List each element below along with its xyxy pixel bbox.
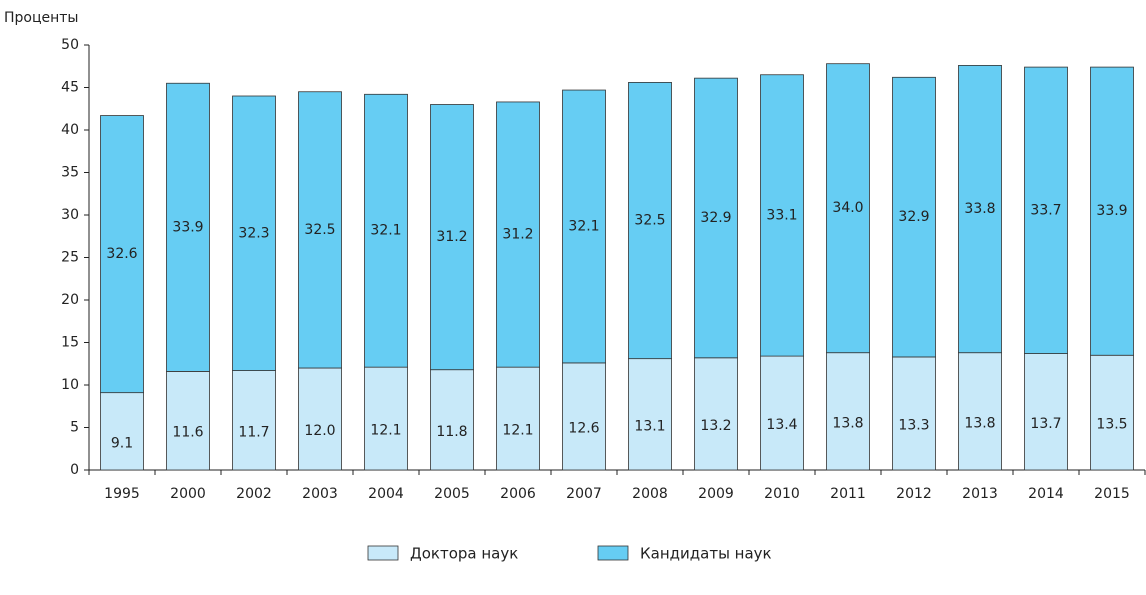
bar-segment xyxy=(892,356,936,471)
value-label: 33.1 xyxy=(766,207,797,223)
value-label: 9.1 xyxy=(111,435,133,451)
bar-segment xyxy=(232,95,276,371)
x-tick-label: 2004 xyxy=(368,486,404,502)
bar-segment xyxy=(166,370,210,471)
y-tick-label: 40 xyxy=(61,122,79,138)
value-label: 32.1 xyxy=(568,218,599,234)
value-label: 12.6 xyxy=(568,420,599,436)
x-tick-label: 2008 xyxy=(632,486,668,502)
x-tick-label: 2002 xyxy=(236,486,272,502)
value-label: 32.9 xyxy=(898,209,929,225)
x-tick-label: 1995 xyxy=(104,486,140,502)
value-label: 13.1 xyxy=(634,418,665,434)
x-tick-label: 2009 xyxy=(698,486,734,502)
x-tick-label: 2010 xyxy=(764,486,800,502)
x-tick-label: 2007 xyxy=(566,486,602,502)
bar-segment xyxy=(1090,66,1134,356)
bar-segment xyxy=(496,101,540,368)
value-label: 32.3 xyxy=(238,225,269,241)
x-tick-label: 2011 xyxy=(830,486,866,502)
bar-segment xyxy=(958,65,1002,354)
y-tick-label: 0 xyxy=(70,462,79,478)
value-label: 11.6 xyxy=(172,425,203,441)
bar-segment xyxy=(232,370,276,471)
value-label: 13.5 xyxy=(1096,417,1127,433)
value-label: 12.1 xyxy=(370,423,401,439)
bar-segment xyxy=(826,352,870,471)
value-label: 32.5 xyxy=(634,213,665,229)
value-label: 31.2 xyxy=(502,227,533,243)
bar-segment xyxy=(694,357,738,471)
value-label: 32.5 xyxy=(304,222,335,238)
value-label: 12.1 xyxy=(502,423,533,439)
value-label: 32.6 xyxy=(106,246,137,262)
value-label: 33.9 xyxy=(1096,203,1127,219)
bar-segment xyxy=(430,104,474,371)
bar-segment xyxy=(166,82,210,372)
bar-segment xyxy=(430,369,474,471)
bar-segment xyxy=(628,358,672,471)
value-label: 33.7 xyxy=(1030,202,1061,218)
x-tick-label: 2000 xyxy=(170,486,206,502)
value-label: 13.7 xyxy=(1030,416,1061,432)
y-tick-label: 30 xyxy=(61,207,79,223)
bar-segment xyxy=(1024,353,1068,471)
value-label: 13.8 xyxy=(964,415,995,431)
bar-segment xyxy=(100,115,144,394)
x-tick-label: 2006 xyxy=(500,486,536,502)
bar-segment xyxy=(892,76,936,358)
x-tick-label: 2013 xyxy=(962,486,998,502)
x-tick-label: 2014 xyxy=(1028,486,1064,502)
bar-segment xyxy=(694,77,738,359)
y-tick-label: 45 xyxy=(61,80,79,96)
bar-segment xyxy=(562,362,606,471)
value-label: 34.0 xyxy=(832,200,863,216)
value-label: 13.3 xyxy=(898,417,929,433)
bar-segment xyxy=(298,367,342,471)
bar-segment xyxy=(760,74,804,357)
bar-segment xyxy=(364,366,408,471)
y-axis-label: Проценты xyxy=(4,10,78,26)
bar-segment xyxy=(364,93,408,368)
y-tick-label: 35 xyxy=(61,165,79,181)
value-label: 11.8 xyxy=(436,424,467,440)
value-label: 32.9 xyxy=(700,210,731,226)
bar-segment xyxy=(562,89,606,364)
legend-swatch xyxy=(597,545,629,561)
value-label: 12.0 xyxy=(304,423,335,439)
x-tick-label: 2003 xyxy=(302,486,338,502)
y-tick-label: 15 xyxy=(61,335,79,351)
bar-segment xyxy=(1090,354,1134,471)
y-tick-label: 20 xyxy=(61,292,79,308)
value-label: 31.2 xyxy=(436,229,467,245)
x-tick-label: 2015 xyxy=(1094,486,1130,502)
value-label: 13.8 xyxy=(832,415,863,431)
legend-label: Доктора наук xyxy=(410,545,518,563)
value-label: 11.7 xyxy=(238,424,269,440)
x-tick-label: 2005 xyxy=(434,486,470,502)
bar-segment xyxy=(628,82,672,360)
bar-segment xyxy=(1024,66,1068,354)
x-tick-label: 2012 xyxy=(896,486,932,502)
bar-segment xyxy=(826,63,870,354)
y-tick-label: 25 xyxy=(61,250,79,266)
y-tick-label: 50 xyxy=(61,37,79,53)
value-label: 13.2 xyxy=(700,418,731,434)
value-label: 33.8 xyxy=(964,201,995,217)
bar-segment xyxy=(100,392,144,471)
legend-label: Кандидаты наук xyxy=(640,545,772,563)
y-tick-label: 5 xyxy=(70,420,79,436)
bar-segment xyxy=(958,352,1002,471)
y-tick-label: 10 xyxy=(61,377,79,393)
value-label: 33.9 xyxy=(172,219,203,235)
bar-segment xyxy=(298,91,342,369)
value-label: 13.4 xyxy=(766,417,797,433)
legend-swatch xyxy=(367,545,399,561)
bar-segment xyxy=(760,355,804,471)
bar-segment xyxy=(496,366,540,471)
value-label: 32.1 xyxy=(370,223,401,239)
